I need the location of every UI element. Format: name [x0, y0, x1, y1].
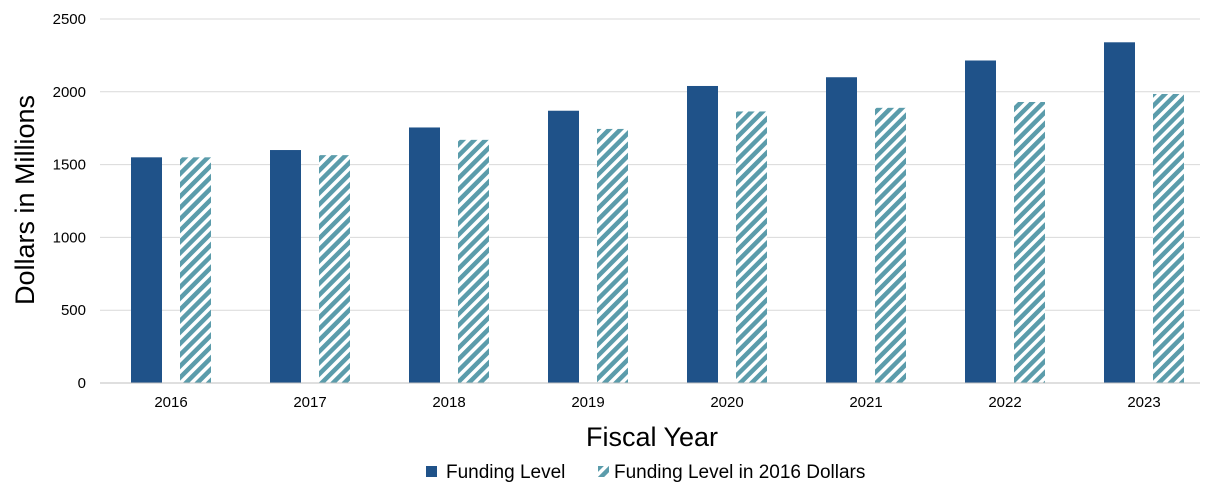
x-tick-label: 2016	[154, 394, 187, 411]
x-tick-label: 2023	[1127, 394, 1160, 411]
bar-funding-level	[409, 127, 440, 383]
x-tick-label: 2017	[293, 394, 326, 411]
legend-swatch-2016-dollars	[598, 466, 609, 477]
y-tick-label: 1500	[53, 157, 86, 174]
axes: 0 500 1000 1500 2000 2500 2016 2017 2018 2019 2020…	[53, 11, 1200, 411]
x-tick-label: 2018	[432, 394, 465, 411]
bar-funding-level	[965, 60, 996, 383]
y-tick-label: 1000	[53, 229, 86, 246]
legend-swatch-funding-level	[426, 466, 437, 477]
bar-funding-level	[826, 77, 857, 384]
legend-label: Funding Level	[446, 462, 565, 482]
bar-funding-level-2016-dollars	[458, 139, 489, 383]
x-tick-label: 2021	[849, 394, 882, 411]
x-tick-label: 2022	[988, 394, 1021, 411]
bar-funding-level-2016-dollars	[180, 157, 211, 383]
bar-funding-level-2016-dollars	[319, 155, 350, 383]
bar-funding-level	[131, 157, 162, 383]
y-tick-label: 500	[61, 302, 86, 319]
bar-funding-level-2016-dollars	[736, 111, 767, 384]
x-tick-label: 2019	[571, 394, 604, 411]
x-tick-label: 2020	[710, 394, 743, 411]
y-tick-label: 2500	[53, 11, 86, 28]
bar-funding-level	[548, 110, 579, 383]
legend-label: Funding Level in 2016 Dollars	[614, 462, 865, 482]
y-tick-label: 2000	[53, 84, 86, 101]
bar-funding-level-2016-dollars	[875, 107, 906, 383]
bar-funding-level	[687, 85, 718, 383]
bar-funding-level	[1104, 42, 1135, 384]
y-axis-title: Dollars in Millions	[10, 95, 40, 305]
bar-funding-level	[270, 150, 301, 383]
y-tick-label: 0	[78, 375, 86, 392]
bar-funding-level-2016-dollars	[597, 128, 628, 383]
x-axis-title: Fiscal Year	[586, 422, 718, 452]
bar-funding-level-2016-dollars	[1014, 101, 1045, 383]
legend: Funding Level Funding Level in 2016 Dolla…	[426, 462, 865, 482]
bar-funding-level-2016-dollars	[1153, 93, 1184, 383]
bars	[131, 42, 1184, 384]
